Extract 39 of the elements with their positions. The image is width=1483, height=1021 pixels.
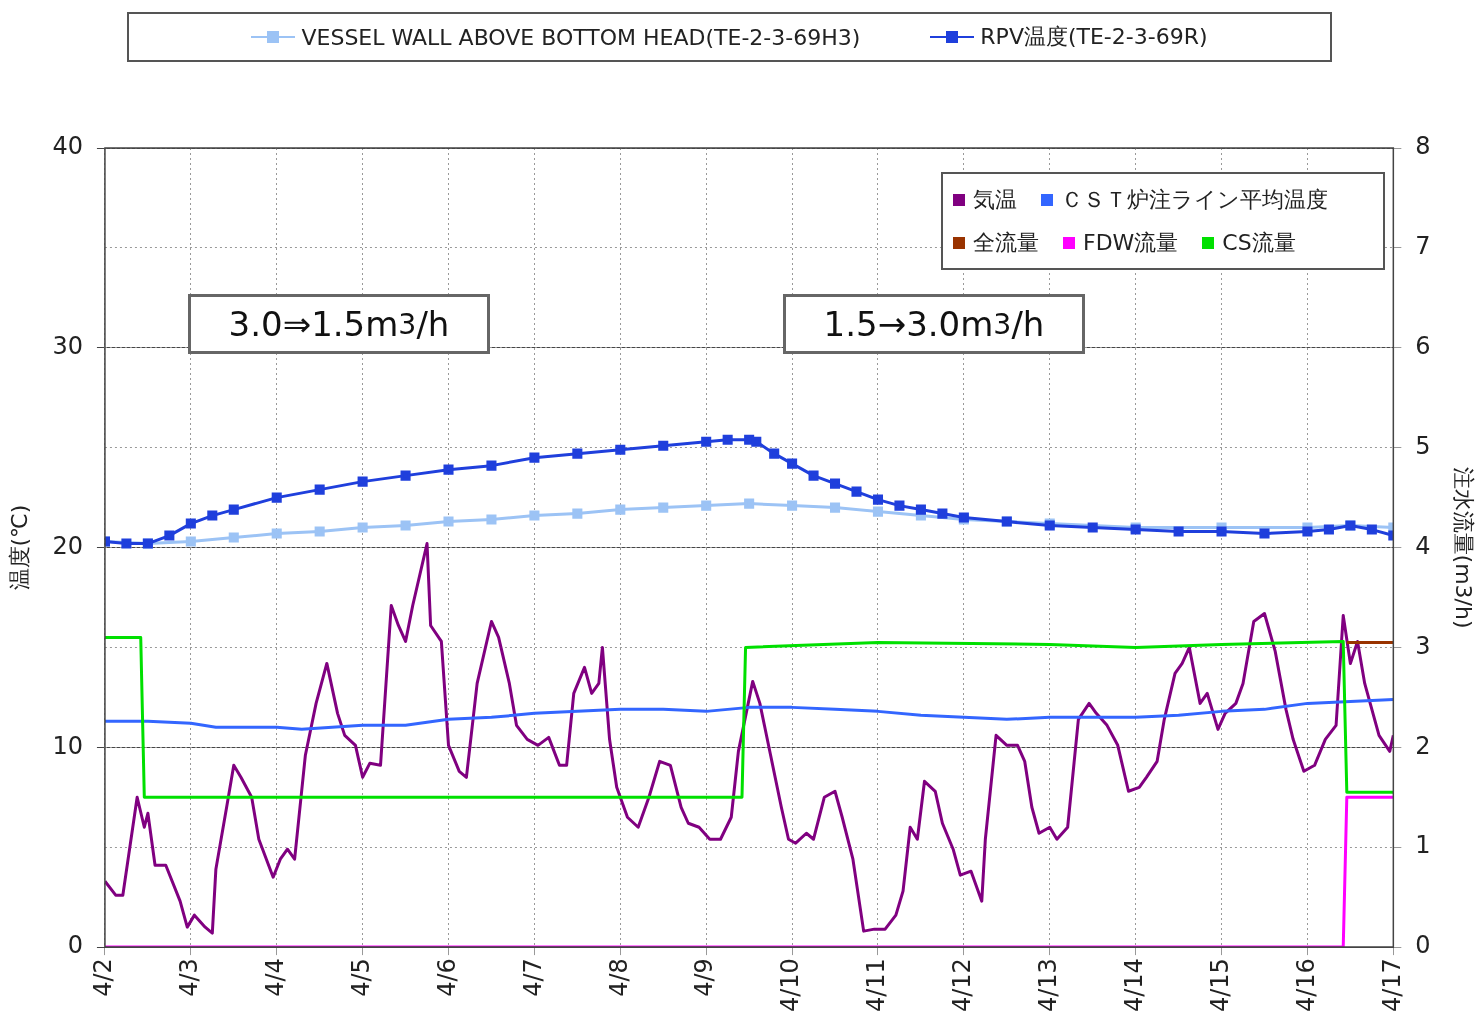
y2-tick-label: 0 [1415,931,1431,960]
x-tick-label: 4/2 [89,958,118,997]
x-tick-label: 4/8 [604,958,633,997]
x-tick-label: 4/15 [1205,958,1234,1013]
legend-label: CS流量 [1221,228,1296,257]
legend-label: FDW流量 [1082,228,1179,257]
y2-tick-label: 5 [1415,431,1431,460]
y-tick-label: 20 [52,531,83,560]
legend-label: 全流量 [972,228,1039,257]
x-tick-label: 4/7 [518,958,547,997]
x-tick-label: 4/13 [1033,958,1062,1013]
x-tick-label: 4/10 [776,958,805,1013]
x-tick-label: 4/6 [432,958,461,997]
y2-axis-title: 注水流量(m3/h) [1451,466,1477,629]
x-tick-label: 4/3 [175,958,204,997]
y2-tick-label: 4 [1415,531,1431,560]
legend-label: ＣＳＴ炉注ライン平均温度 [1060,185,1329,214]
y2-tick-label: 3 [1415,631,1431,660]
x-tick-label: 4/5 [346,958,375,997]
y2-tick-label: 2 [1415,731,1431,760]
x-tick-label: 4/12 [948,958,977,1013]
x-tick-label: 4/4 [260,958,289,997]
y-tick-label: 0 [67,931,83,960]
y-tick-label: 40 [52,132,83,161]
y2-tick-label: 8 [1415,132,1431,161]
y2-tick-label: 1 [1415,831,1431,860]
y2-tick-label: 6 [1415,332,1431,361]
x-tick-label: 4/17 [1377,958,1406,1013]
x-tick-label: 4/11 [862,958,891,1013]
legend-label: 気温 [972,185,1017,214]
y2-tick-label: 7 [1415,232,1431,261]
y-tick-label: 30 [52,332,83,361]
y-tick-label: 10 [52,731,83,760]
x-tick-label: 4/9 [690,958,719,997]
y-axis-title: 温度(℃) [6,504,32,591]
x-tick-label: 4/14 [1119,958,1148,1013]
x-tick-label: 4/16 [1291,958,1320,1013]
legend-label: RPV温度(TE-2-3-69R) [979,23,1208,51]
legend-label: VESSEL WALL ABOVE BOTTOM HEAD(TE-2-3-69H3) [300,24,861,50]
